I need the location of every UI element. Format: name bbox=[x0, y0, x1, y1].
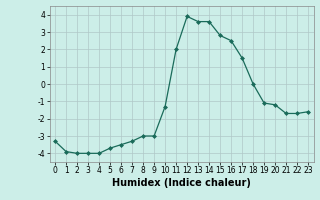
X-axis label: Humidex (Indice chaleur): Humidex (Indice chaleur) bbox=[112, 178, 251, 188]
